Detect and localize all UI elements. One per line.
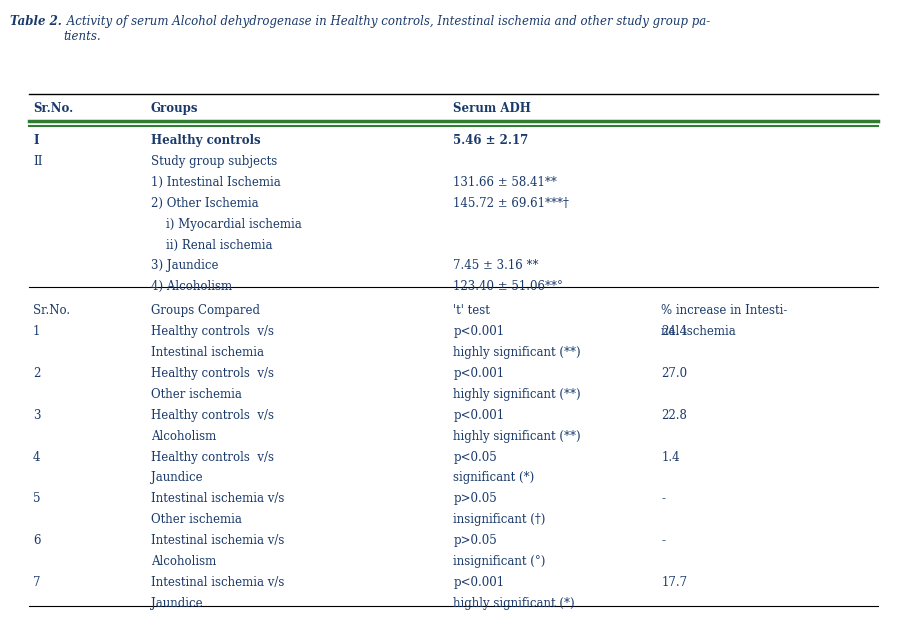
Text: 4) Alcoholism: 4) Alcoholism — [151, 280, 231, 293]
Text: Healthy controls: Healthy controls — [151, 134, 260, 147]
Text: 3: 3 — [33, 409, 41, 422]
Text: Groups Compared: Groups Compared — [151, 304, 259, 317]
Text: Jaundice: Jaundice — [151, 471, 202, 485]
Text: insignificant (†): insignificant (†) — [454, 513, 546, 526]
Text: Healthy controls  v/s: Healthy controls v/s — [151, 409, 274, 422]
Text: Activity of serum Alcohol dehydrogenase in Healthy controls, Intestinal ischemia: Activity of serum Alcohol dehydrogenase … — [63, 15, 710, 43]
Text: 3) Jaundice: 3) Jaundice — [151, 259, 218, 272]
Text: p<0.001: p<0.001 — [454, 409, 504, 422]
Text: 6: 6 — [33, 534, 41, 547]
Text: Groups: Groups — [151, 102, 198, 114]
Text: Serum ADH: Serum ADH — [454, 102, 532, 114]
Text: p>0.05: p>0.05 — [454, 492, 497, 506]
Text: Intestinal ischemia v/s: Intestinal ischemia v/s — [151, 492, 284, 506]
Text: p>0.05: p>0.05 — [454, 534, 497, 547]
Text: 't' test: 't' test — [454, 304, 491, 317]
Text: Healthy controls  v/s: Healthy controls v/s — [151, 325, 274, 338]
Text: highly significant (*): highly significant (*) — [454, 597, 575, 610]
Text: Intestinal ischemia v/s: Intestinal ischemia v/s — [151, 534, 284, 547]
Text: 22.8: 22.8 — [661, 409, 688, 422]
Text: 7.45 ± 3.16 **: 7.45 ± 3.16 ** — [454, 259, 539, 272]
Text: Other ischemia: Other ischemia — [151, 513, 241, 526]
Text: 7: 7 — [33, 576, 41, 589]
Text: Intestinal ischemia: Intestinal ischemia — [151, 346, 264, 359]
Text: p<0.05: p<0.05 — [454, 450, 497, 464]
Text: 123.40 ± 51.06**°: 123.40 ± 51.06**° — [454, 280, 563, 293]
Text: Sr.No.: Sr.No. — [33, 304, 70, 317]
Text: I: I — [33, 134, 38, 147]
Text: 145.72 ± 69.61***†: 145.72 ± 69.61***† — [454, 197, 570, 210]
Text: significant (*): significant (*) — [454, 471, 535, 485]
Text: 27.0: 27.0 — [661, 367, 688, 380]
Text: % increase in Intesti-: % increase in Intesti- — [661, 304, 788, 317]
Text: 1) Intestinal Ischemia: 1) Intestinal Ischemia — [151, 176, 280, 189]
Text: p<0.001: p<0.001 — [454, 576, 504, 589]
Text: 2) Other Ischemia: 2) Other Ischemia — [151, 197, 258, 210]
Text: 17.7: 17.7 — [661, 576, 688, 589]
Text: Alcoholism: Alcoholism — [151, 555, 216, 568]
Text: 2: 2 — [33, 367, 41, 380]
Text: Table 2.: Table 2. — [11, 15, 63, 29]
Text: i) Myocardial ischemia: i) Myocardial ischemia — [151, 218, 301, 231]
Text: Other ischemia: Other ischemia — [151, 388, 241, 401]
Text: Jaundice: Jaundice — [151, 597, 202, 610]
Text: 5: 5 — [33, 492, 41, 506]
Text: -: - — [661, 534, 666, 547]
Text: highly significant (**): highly significant (**) — [454, 388, 581, 401]
Text: Intestinal ischemia v/s: Intestinal ischemia v/s — [151, 576, 284, 589]
Text: 4: 4 — [33, 450, 41, 464]
Text: highly significant (**): highly significant (**) — [454, 430, 581, 443]
Text: Healthy controls  v/s: Healthy controls v/s — [151, 367, 274, 380]
Text: Healthy controls  v/s: Healthy controls v/s — [151, 450, 274, 464]
Text: 1.4: 1.4 — [661, 450, 680, 464]
Text: highly significant (**): highly significant (**) — [454, 346, 581, 359]
Text: ii) Renal ischemia: ii) Renal ischemia — [151, 238, 272, 251]
Text: II: II — [33, 155, 43, 168]
Text: 5.46 ± 2.17: 5.46 ± 2.17 — [454, 134, 529, 147]
Text: Sr.No.: Sr.No. — [33, 102, 73, 114]
Text: 131.66 ± 58.41**: 131.66 ± 58.41** — [454, 176, 558, 189]
Text: nal ischemia: nal ischemia — [661, 325, 736, 338]
Text: insignificant (°): insignificant (°) — [454, 555, 546, 568]
Text: 1: 1 — [33, 325, 41, 338]
Text: Alcoholism: Alcoholism — [151, 430, 216, 443]
Text: 24.4: 24.4 — [661, 325, 688, 338]
Text: p<0.001: p<0.001 — [454, 325, 504, 338]
Text: -: - — [661, 492, 666, 506]
Text: p<0.001: p<0.001 — [454, 367, 504, 380]
Text: Study group subjects: Study group subjects — [151, 155, 277, 168]
